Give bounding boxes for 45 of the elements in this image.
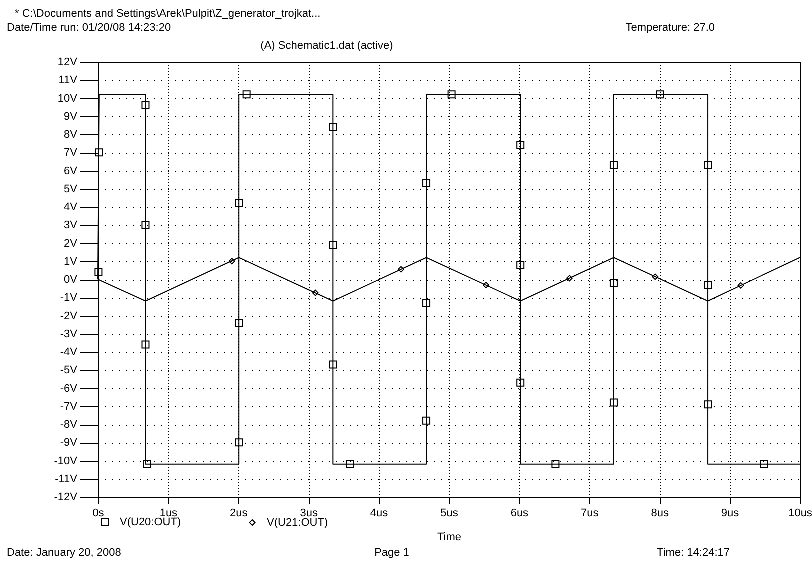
y-tick-label: 2V [64,238,78,250]
y-tick-label: -10V [54,455,78,468]
legend-label: V(U21:OUT) [267,516,328,529]
x-tick-label: 6us [510,508,530,520]
y-tick-label: -12V [54,492,78,504]
y-tick-label: -6V [60,382,78,395]
y-tick-label: 7V [64,147,78,160]
legend-label: V(U20:OUT) [120,516,182,528]
x-tick-label: 3us [300,508,318,520]
y-tick-label: -3V [60,328,78,340]
y-tick-label: 5V [64,183,78,196]
y-tick-label: -2V [60,310,78,322]
y-tick-label: -5V [60,364,78,377]
y-tick-label: -8V [60,419,78,431]
text: Date: January 20, 2008 [7,547,122,559]
text: Date/Time run: 01/20/08 14:23:20 [7,22,172,34]
y-tick-label: 0V [64,274,78,286]
y-tick-label: 8V [64,129,78,141]
y-tick-label: 3V [64,220,78,232]
x-tick-label: 4us [370,508,389,520]
text: Time: 14:24:17 [657,547,730,559]
y-tick-label: 11V [58,74,78,87]
x-tick-label: 7us [581,508,600,520]
x-tick-label: 10us [788,508,812,520]
y-tick-label: 9V [64,110,78,123]
y-tick-label: -11V [55,473,78,486]
x-tick-label: 8us [651,508,670,520]
text: Page 1 [374,547,410,559]
y-tick-label: 4V [64,202,78,214]
x-tick-label: 2us [230,508,248,520]
y-tick-label: 10V [58,92,78,105]
chart-title: (A) Schematic1.dat (active) [260,40,394,52]
y-tick-label: 12V [58,56,78,68]
y-tick-label: -9V [60,437,78,450]
text: Temperature: 27.0 [626,22,715,34]
y-tick-label: -4V [60,346,78,358]
x-axis-title: Time [437,532,462,544]
x-tick-label: 0s [92,508,105,520]
y-tick-label: -1V [60,292,78,304]
y-tick-label: -7V [60,400,78,413]
y-tick-label: 6V [64,165,78,178]
x-tick-label: 9us [721,508,740,520]
x-tick-label: 5us [440,508,459,520]
text: * C:\Documents and Settings\Arek\Pulpit\Z_generator_trojkat... [15,8,321,20]
y-tick-label: 1V [64,256,78,268]
